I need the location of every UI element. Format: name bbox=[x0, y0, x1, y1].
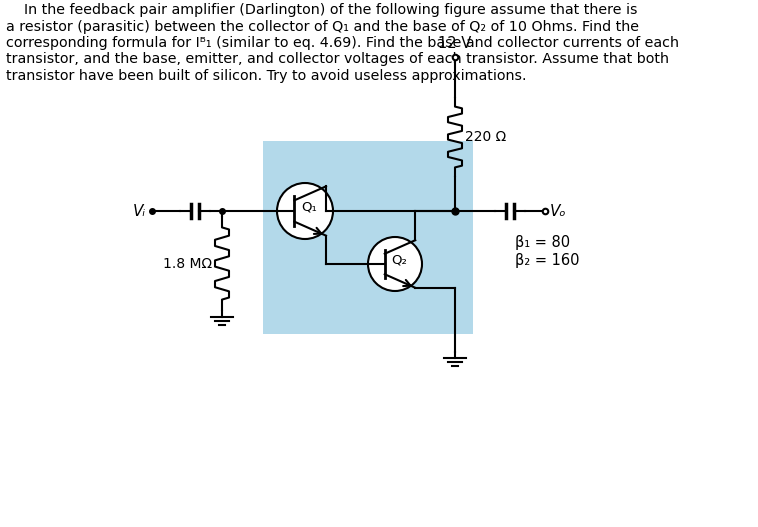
Text: corresponding formula for Iᴮ₁ (similar to eq. 4.69). Find the base and collector: corresponding formula for Iᴮ₁ (similar t… bbox=[6, 36, 679, 50]
Text: a resistor (parasitic) between the collector of Q₁ and the base of Q₂ of 10 Ohms: a resistor (parasitic) between the colle… bbox=[6, 19, 639, 34]
Circle shape bbox=[368, 237, 422, 291]
Circle shape bbox=[277, 183, 333, 239]
Bar bbox=[263, 141, 473, 334]
Text: 12 V: 12 V bbox=[438, 36, 471, 51]
Text: β₂ = 160: β₂ = 160 bbox=[515, 252, 580, 268]
Text: 1.8 MΩ: 1.8 MΩ bbox=[163, 257, 212, 270]
Text: 220 Ω: 220 Ω bbox=[465, 130, 506, 144]
Text: Q₁: Q₁ bbox=[301, 200, 317, 213]
Text: Vᵢ: Vᵢ bbox=[133, 203, 146, 219]
Text: In the feedback pair amplifier (Darlington) of the following figure assume that : In the feedback pair amplifier (Darlingt… bbox=[6, 3, 637, 17]
Text: transistor, and the base, emitter, and collector voltages of each transistor. As: transistor, and the base, emitter, and c… bbox=[6, 53, 669, 66]
Text: Q₂: Q₂ bbox=[391, 253, 407, 267]
Text: Vₒ: Vₒ bbox=[550, 203, 567, 219]
Text: transistor have been built of silicon. Try to avoid useless approximations.: transistor have been built of silicon. T… bbox=[6, 69, 527, 83]
Text: β₁ = 80: β₁ = 80 bbox=[515, 235, 570, 249]
